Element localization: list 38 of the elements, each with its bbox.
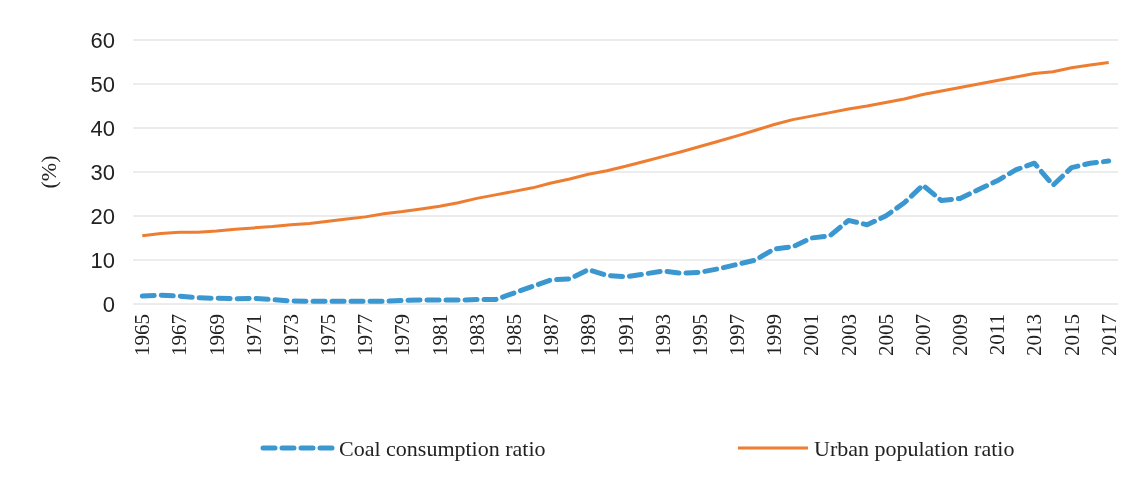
x-tick-label: 1977 <box>353 314 378 356</box>
x-tick-label: 1975 <box>316 314 341 356</box>
x-tick-label: 1967 <box>167 314 192 356</box>
x-tick-label: 1989 <box>576 314 601 356</box>
x-tick-label: 1987 <box>539 314 564 356</box>
x-tick-label: 2003 <box>836 314 861 356</box>
x-tick-label: 2011 <box>985 314 1010 356</box>
x-tick-label: 1993 <box>650 314 675 356</box>
legend-label: Urban population ratio <box>814 435 1015 461</box>
x-tick-label: 2013 <box>1022 314 1047 356</box>
x-tick-label: 1991 <box>613 314 638 356</box>
x-tick-label: 1983 <box>464 314 489 356</box>
y-tick-label: 0 <box>102 291 115 317</box>
x-tick-label: 1997 <box>725 314 750 356</box>
y-tick-label: 30 <box>90 159 115 185</box>
x-tick-label: 1969 <box>204 314 229 356</box>
x-tick-label: 2015 <box>1059 314 1084 356</box>
x-tick-label: 1971 <box>241 314 266 356</box>
x-tick-label: 2007 <box>910 314 935 356</box>
x-tick-label: 2001 <box>799 314 824 356</box>
y-axis-title: (%) <box>36 155 61 189</box>
legend-label: Coal consumption ratio <box>339 435 546 461</box>
x-tick-label: 1995 <box>687 314 712 356</box>
y-tick-label: 20 <box>90 203 115 229</box>
y-tick-label: 40 <box>90 115 115 141</box>
y-tick-label: 60 <box>90 27 115 53</box>
x-tick-label: 1973 <box>278 314 303 356</box>
line-series <box>140 60 1111 238</box>
y-tick-label: 10 <box>90 247 115 273</box>
x-tick-label: 2005 <box>873 314 898 356</box>
y-tick-label: 50 <box>90 71 115 97</box>
x-tick-label: 1965 <box>130 314 155 356</box>
x-tick-label: 1981 <box>427 314 452 356</box>
x-tick-label: 1985 <box>501 314 526 356</box>
x-tick-label: 2009 <box>948 314 973 356</box>
x-tick-label: 2017 <box>1096 314 1121 356</box>
x-tick-label: 1999 <box>762 314 787 356</box>
x-tick-label: 1979 <box>390 314 415 356</box>
